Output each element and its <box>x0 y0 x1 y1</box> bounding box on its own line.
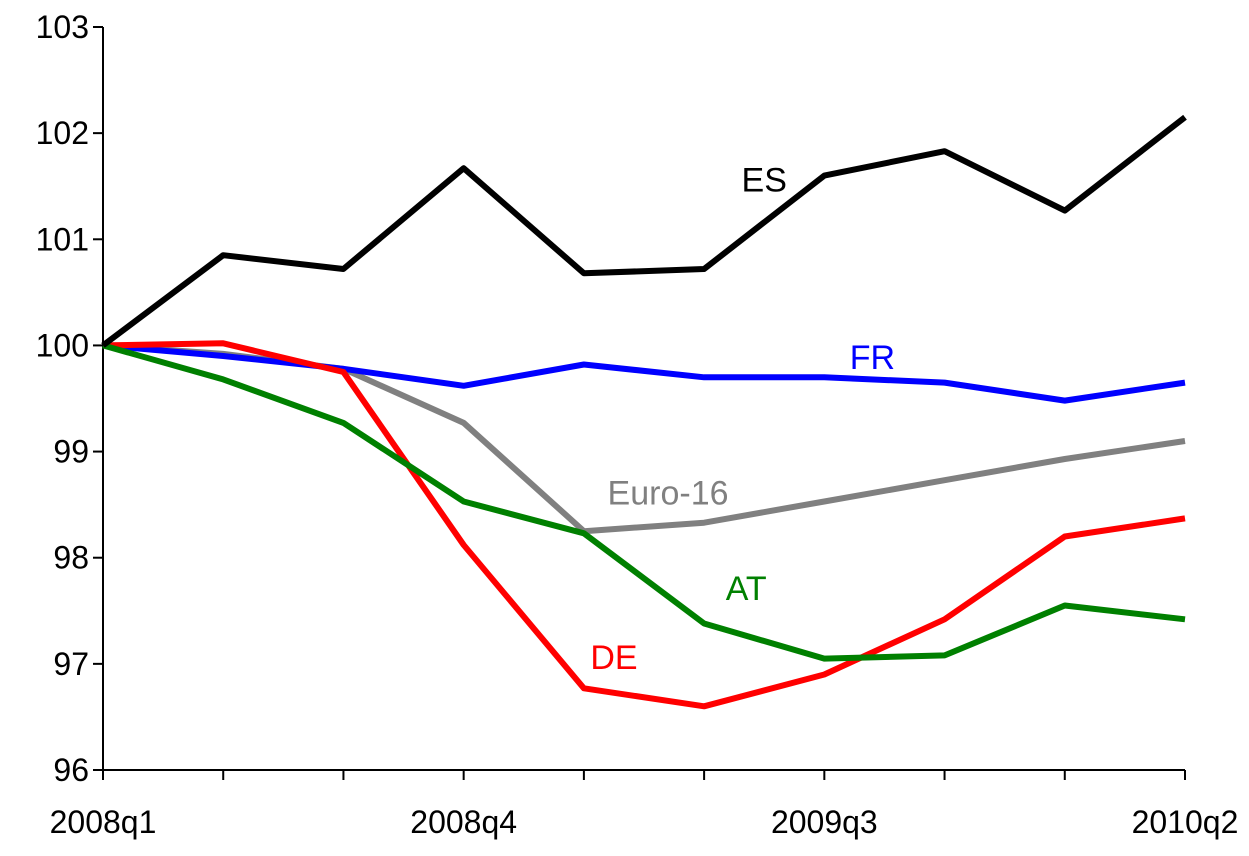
series-line-es <box>101 114 1187 348</box>
x-tick-label: 2008q4 <box>410 804 517 840</box>
y-tick-label: 100 <box>36 327 89 363</box>
series-label-at: AT <box>726 570 767 608</box>
series-label-es: ES <box>742 162 787 200</box>
y-tick-label: 98 <box>53 540 89 576</box>
y-tick-label: 103 <box>36 9 89 45</box>
series-label-euro-16: Euro-16 <box>608 475 729 513</box>
series-labels: ES FR Euro-16 AT DE <box>590 162 895 678</box>
y-tick-label: 97 <box>53 646 89 682</box>
series-line-fr <box>102 342 1186 404</box>
y-tick-label: 102 <box>36 115 89 151</box>
x-tick-label: 2009q3 <box>771 804 878 840</box>
series-label-fr: FR <box>850 339 895 377</box>
x-tick-label: 2008q1 <box>50 804 157 840</box>
y-tick-label: 96 <box>53 752 89 788</box>
axes: 96 97 98 99 100 101 102 103 2008q1 2008q4 2009q3 20… <box>36 9 1239 840</box>
series-line-de <box>102 340 1186 710</box>
x-tick-label: 2010q2 <box>1132 804 1239 840</box>
series-line-at <box>102 342 1186 662</box>
series-label-de: DE <box>590 639 637 677</box>
y-tick-label: 101 <box>36 221 89 257</box>
y-tick-label: 99 <box>53 434 89 470</box>
series-lines <box>101 114 1187 710</box>
